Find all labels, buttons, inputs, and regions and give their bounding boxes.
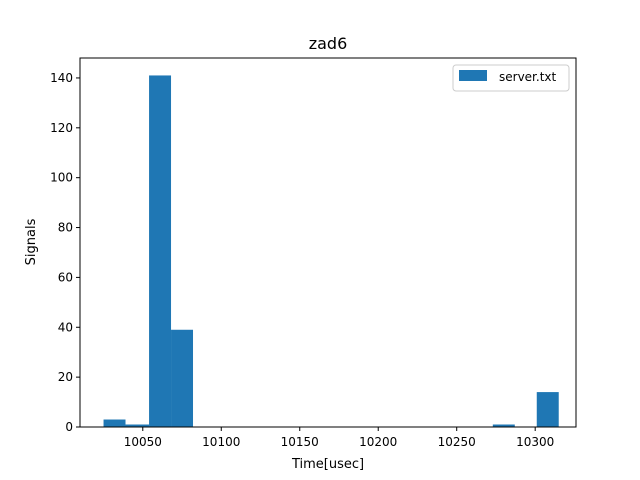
x-axis-ticks: 10050 10100 10150 10200 10250 10300 [124, 427, 554, 449]
histogram-bar-4 [492, 424, 515, 427]
histogram-bar-3 [171, 329, 194, 427]
x-tick-label-5: 10300 [516, 435, 554, 449]
plot-frame [79, 57, 577, 428]
x-axis-label: Time[usec] [291, 457, 364, 472]
x-tick-label-3: 10200 [359, 435, 397, 449]
legend-swatch [459, 70, 487, 81]
y-tick-label-0: 0 [65, 420, 73, 434]
y-tick-label-6: 120 [50, 121, 73, 135]
y-tick-label-2: 40 [58, 320, 73, 334]
legend: server.txt [452, 64, 570, 92]
legend-label: server.txt [499, 70, 557, 84]
chart-title: zad6 [309, 34, 348, 53]
histogram-bar-0 [103, 419, 126, 427]
y-tick-label-7: 140 [50, 71, 73, 85]
x-tick-label-2: 10150 [281, 435, 319, 449]
y-tick-label-3: 60 [58, 270, 73, 284]
x-tick-label-4: 10250 [438, 435, 476, 449]
histogram-bar-5 [536, 392, 559, 427]
histogram-bar-1 [125, 424, 150, 427]
x-tick-label-1: 10100 [202, 435, 240, 449]
y-tick-label-5: 100 [50, 171, 73, 185]
histogram-bar-2 [149, 75, 172, 427]
y-tick-label-4: 80 [58, 221, 73, 235]
y-axis-ticks: 0 20 40 60 80 100 120 140 [50, 71, 80, 434]
bars-group [103, 75, 559, 427]
y-tick-label-1: 20 [58, 370, 73, 384]
y-axis-label: Signals [24, 218, 39, 265]
x-tick-label-0: 10050 [124, 435, 162, 449]
